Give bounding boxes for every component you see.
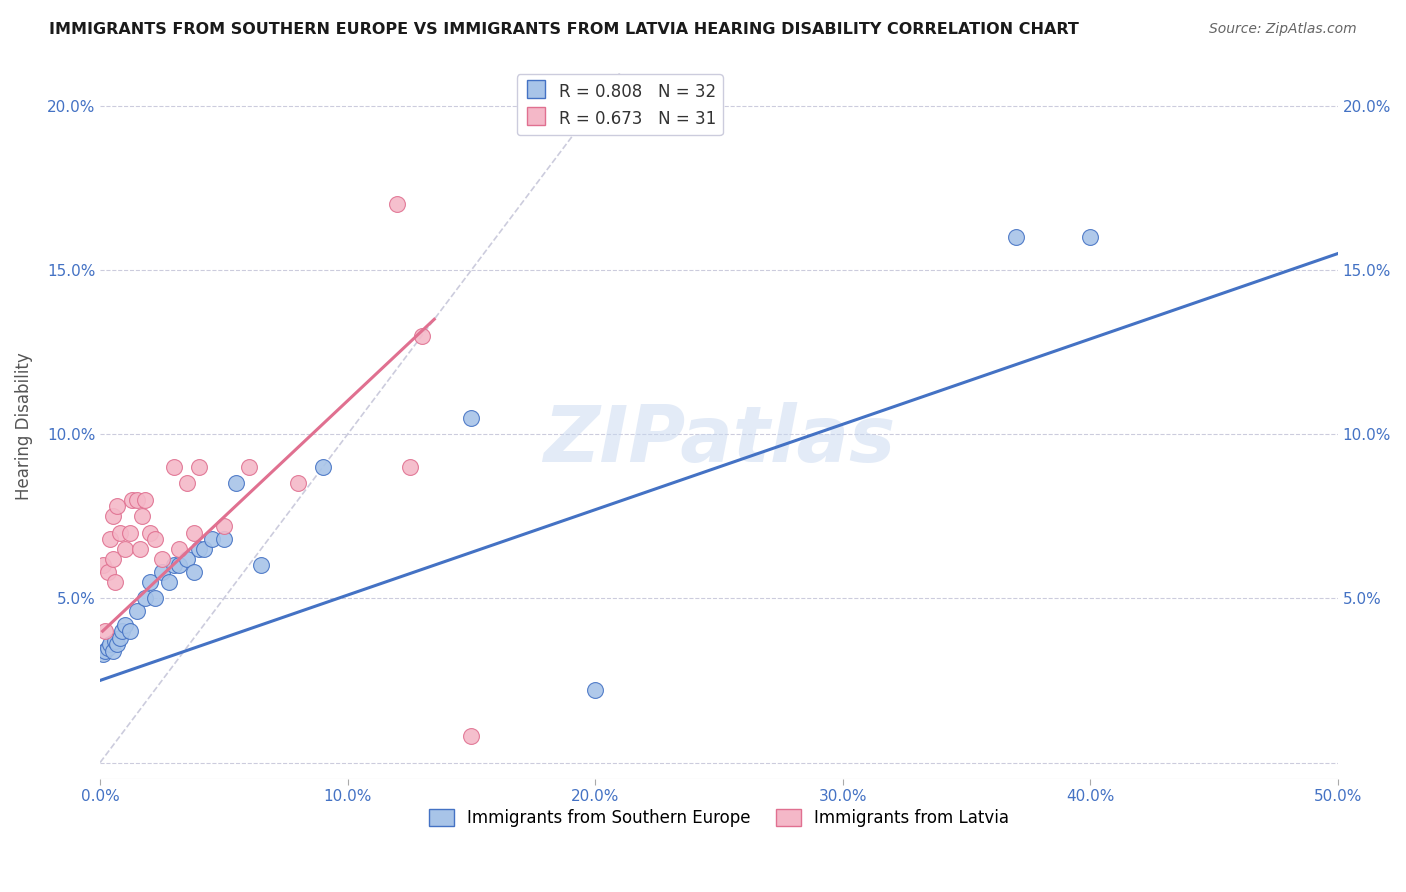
Point xyxy=(94,624,117,639)
Point xyxy=(200,533,222,547)
Point xyxy=(91,647,114,661)
Point xyxy=(114,542,136,557)
Point xyxy=(193,542,215,557)
Point xyxy=(111,624,134,639)
Point xyxy=(96,640,118,655)
Point xyxy=(583,683,606,698)
Point xyxy=(385,197,408,211)
Point xyxy=(134,492,156,507)
Point xyxy=(101,552,124,566)
Point xyxy=(460,729,482,743)
Point xyxy=(138,525,160,540)
Legend: Immigrants from Southern Europe, Immigrants from Latvia: Immigrants from Southern Europe, Immigra… xyxy=(422,803,1015,834)
Point xyxy=(143,591,166,606)
Point xyxy=(134,591,156,606)
Point xyxy=(250,558,273,573)
Point xyxy=(101,644,124,658)
Text: Source: ZipAtlas.com: Source: ZipAtlas.com xyxy=(1209,22,1357,37)
Point xyxy=(108,525,131,540)
Point xyxy=(1005,230,1028,244)
Text: IMMIGRANTS FROM SOUTHERN EUROPE VS IMMIGRANTS FROM LATVIA HEARING DISABILITY COR: IMMIGRANTS FROM SOUTHERN EUROPE VS IMMIG… xyxy=(49,22,1078,37)
Point xyxy=(127,604,149,618)
Point xyxy=(121,492,143,507)
Point xyxy=(163,460,186,475)
Point xyxy=(104,634,127,648)
Point xyxy=(150,552,173,566)
Point xyxy=(118,624,141,639)
Point xyxy=(212,533,235,547)
Point xyxy=(107,500,129,514)
Point xyxy=(94,644,117,658)
Point xyxy=(312,460,335,475)
Point xyxy=(118,525,141,540)
Point xyxy=(163,558,186,573)
Y-axis label: Hearing Disability: Hearing Disability xyxy=(15,352,32,500)
Point xyxy=(1078,230,1101,244)
Point xyxy=(91,558,114,573)
Point xyxy=(287,476,309,491)
Point xyxy=(159,574,181,589)
Point xyxy=(169,542,191,557)
Point xyxy=(138,574,160,589)
Point xyxy=(225,476,247,491)
Point xyxy=(460,410,482,425)
Point xyxy=(183,565,205,579)
Point xyxy=(176,552,198,566)
Point xyxy=(104,574,127,589)
Point xyxy=(101,509,124,524)
Point xyxy=(128,542,150,557)
Point xyxy=(131,509,153,524)
Point xyxy=(114,617,136,632)
Point xyxy=(98,533,121,547)
Text: ZIPatlas: ZIPatlas xyxy=(543,402,896,478)
Point xyxy=(188,542,211,557)
Point xyxy=(108,631,131,645)
Point xyxy=(96,565,118,579)
Point xyxy=(107,637,129,651)
Point xyxy=(176,476,198,491)
Point xyxy=(238,460,260,475)
Point xyxy=(183,525,205,540)
Point xyxy=(188,460,211,475)
Point xyxy=(411,328,433,343)
Point xyxy=(398,460,420,475)
Point xyxy=(98,637,121,651)
Point xyxy=(150,565,173,579)
Point xyxy=(143,533,166,547)
Point xyxy=(127,492,149,507)
Point xyxy=(212,519,235,533)
Point xyxy=(169,558,191,573)
